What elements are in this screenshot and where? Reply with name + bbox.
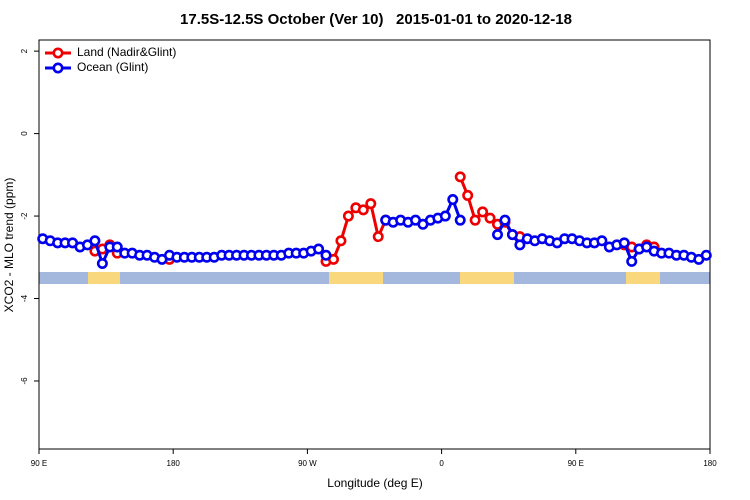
x-tick-label: 180 <box>167 459 181 468</box>
y-tick-label: -6 <box>20 377 29 385</box>
series-line <box>94 176 655 263</box>
series <box>37 194 712 269</box>
point <box>320 249 332 261</box>
land-mask <box>39 272 710 284</box>
point <box>454 214 466 226</box>
point <box>469 214 481 226</box>
point <box>96 257 108 269</box>
y-tick-label: -4 <box>20 294 29 302</box>
point <box>477 206 489 218</box>
point <box>596 235 608 247</box>
plot-frame <box>38 39 711 450</box>
point <box>514 239 526 251</box>
land-patch <box>460 272 514 284</box>
point <box>89 235 101 247</box>
land-patch <box>88 272 120 284</box>
x-axis-label: Longitude (deg E) <box>327 476 422 490</box>
point <box>365 198 377 210</box>
point <box>335 235 347 247</box>
point <box>357 204 369 216</box>
point <box>439 210 451 222</box>
x-tick-label: 180 <box>703 459 717 468</box>
point <box>626 255 638 267</box>
y-tick-label: 0 <box>20 131 29 136</box>
x-tick-label: 90 E <box>568 459 584 468</box>
x-tick-label: 90 W <box>298 459 317 468</box>
point <box>499 214 511 226</box>
y-axis-label: XCO2 - MLO trend (ppm) <box>2 178 16 313</box>
point <box>506 229 518 241</box>
point <box>454 171 466 183</box>
legend-label: Ocean (Glint) <box>77 60 148 74</box>
land-patch <box>329 272 383 284</box>
land-patch <box>626 272 660 284</box>
point <box>462 189 474 201</box>
point <box>484 212 496 224</box>
point <box>700 249 712 261</box>
legend-marker <box>52 62 64 74</box>
x-tick-label: 0 <box>439 459 444 468</box>
point <box>372 231 384 243</box>
point <box>342 210 354 222</box>
x-tick-label: 90 E <box>31 459 47 468</box>
series <box>89 171 660 267</box>
point <box>447 194 459 206</box>
chart-title: 17.5S-12.5S October (Ver 10) 2015-01-01 … <box>180 11 572 28</box>
legend-marker <box>52 47 64 59</box>
y-tick-label: -2 <box>20 212 29 220</box>
point <box>618 237 630 249</box>
point <box>111 241 123 253</box>
y-tick-label: 2 <box>20 48 29 53</box>
point <box>492 229 504 241</box>
legend-label: Land (Nadir&Glint) <box>77 45 176 59</box>
point <box>313 243 325 255</box>
